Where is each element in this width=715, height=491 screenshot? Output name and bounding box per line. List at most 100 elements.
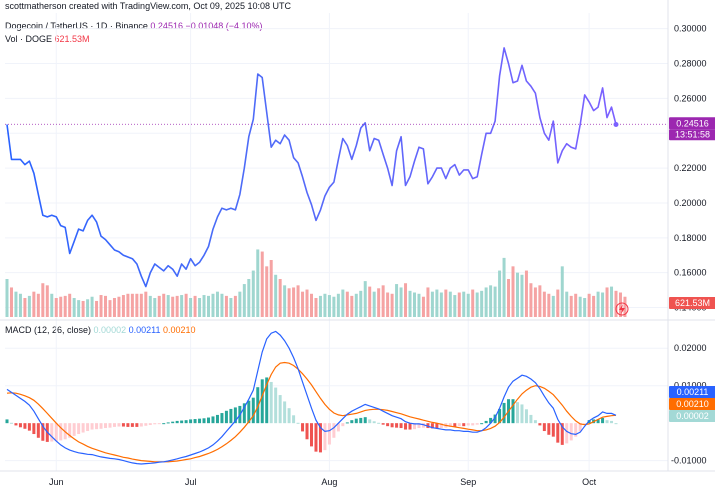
volume-bar <box>618 292 622 317</box>
histogram-bar <box>484 420 488 424</box>
histogram-bar <box>148 423 152 426</box>
volume-bar <box>77 300 81 317</box>
volume-bar <box>605 287 609 317</box>
histogram-bar <box>233 407 237 424</box>
volume-bar <box>283 285 287 317</box>
volume-bar <box>193 295 197 317</box>
symbol-title[interactable]: Dogecoin / TetherUS · 1D · Binance <box>5 21 148 31</box>
volume-bar <box>587 293 591 317</box>
volume-bar <box>278 279 282 317</box>
volume-bar <box>421 296 425 317</box>
macd-tick-label: -0.01000 <box>671 456 707 466</box>
volume-bar <box>395 284 399 317</box>
volume-bar <box>215 291 219 317</box>
price-change: −0.01048 (−4.10%) <box>185 21 263 31</box>
histogram-bar <box>551 423 555 437</box>
histogram-bar <box>542 423 546 432</box>
volume-bar <box>386 292 390 317</box>
price-tick-label: 0.20000 <box>674 198 707 208</box>
histogram-bar <box>310 423 313 447</box>
histogram-bar <box>184 420 188 424</box>
histogram-bar <box>256 387 260 424</box>
volume-bar <box>260 251 264 317</box>
histogram-bar <box>377 422 381 424</box>
volume-bar <box>68 293 72 317</box>
countdown-tag-text: 13:51:58 <box>675 129 710 139</box>
volume-bar <box>157 295 161 317</box>
macd-line <box>6 330 617 465</box>
volume-bar <box>36 293 40 317</box>
histogram-bar <box>489 417 493 424</box>
volume-bar <box>493 286 497 317</box>
countdown-tag <box>669 129 715 141</box>
volume-bar <box>430 291 434 317</box>
histogram-bar <box>166 422 170 424</box>
histogram-bar <box>475 423 479 425</box>
alert-icon <box>615 302 629 316</box>
volume-bar <box>171 296 175 317</box>
histogram-bar <box>274 387 278 424</box>
volume-bar <box>404 283 408 317</box>
volume-bar <box>354 293 358 317</box>
volume-bar <box>453 295 457 317</box>
histogram-bar <box>386 423 390 427</box>
histogram-bar <box>36 423 40 438</box>
histogram-bar <box>314 423 318 452</box>
volume-bar <box>363 281 367 317</box>
volume-bar <box>359 290 363 317</box>
macd-label[interactable]: MACD (12, 26, close) <box>5 325 92 335</box>
histogram-bar <box>524 409 528 424</box>
current-price-tag-text: 0.24516 <box>676 118 709 128</box>
histogram-bar <box>104 423 108 429</box>
volume-bar <box>565 291 569 317</box>
histogram-bar <box>50 423 54 442</box>
histogram-bar <box>229 408 233 424</box>
histogram-bar <box>251 397 255 424</box>
histogram-bar <box>242 403 246 424</box>
histogram-bar <box>41 423 45 441</box>
histogram-bar <box>301 423 305 432</box>
volume-bar <box>166 295 170 317</box>
volume-bar <box>471 289 475 317</box>
histogram-bar <box>130 423 134 427</box>
volume-bar <box>448 291 452 317</box>
volume-bar <box>592 295 596 317</box>
histogram-bar <box>462 423 466 427</box>
series-lines <box>5 47 668 465</box>
histogram-bar <box>336 423 340 432</box>
volume-bar <box>412 292 416 317</box>
volume-bar <box>224 295 228 317</box>
macd-tag-text: 0.00211 <box>677 387 709 397</box>
histogram-bar <box>72 423 76 436</box>
histogram-bar <box>493 414 497 424</box>
volume-bar <box>466 293 470 317</box>
volume-label[interactable]: Vol · DOGE <box>5 34 53 44</box>
macd-tick-label: 0.02000 <box>674 343 707 353</box>
volume-bar <box>104 295 108 317</box>
histogram-bar <box>180 420 184 424</box>
lightning-icon <box>619 304 625 314</box>
volume-bar <box>524 270 528 317</box>
volume-bar <box>233 295 237 317</box>
histogram-bar <box>435 423 439 429</box>
histogram-bar <box>565 423 569 444</box>
volume-bar <box>511 266 515 317</box>
volume-bar <box>126 293 130 317</box>
volume-value: 621.53M <box>54 34 90 44</box>
volume-bar <box>238 291 242 317</box>
price-tick-label: 0.16000 <box>674 268 707 278</box>
histogram-bar <box>583 423 587 425</box>
volume-bar <box>247 279 251 317</box>
macd-legend: MACD (12, 26, close) 0.00002 0.00211 0.0… <box>5 325 196 335</box>
volume-bar <box>318 295 322 317</box>
histogram-bar <box>175 420 179 424</box>
volume-bar <box>399 287 403 317</box>
volume-bar <box>498 270 502 317</box>
volume-bar <box>59 296 63 317</box>
histogram-bar <box>5 419 9 424</box>
histogram-bar <box>610 420 614 424</box>
histogram-bar <box>81 423 85 433</box>
histogram-bar <box>421 423 425 428</box>
volume-bar <box>86 299 90 317</box>
